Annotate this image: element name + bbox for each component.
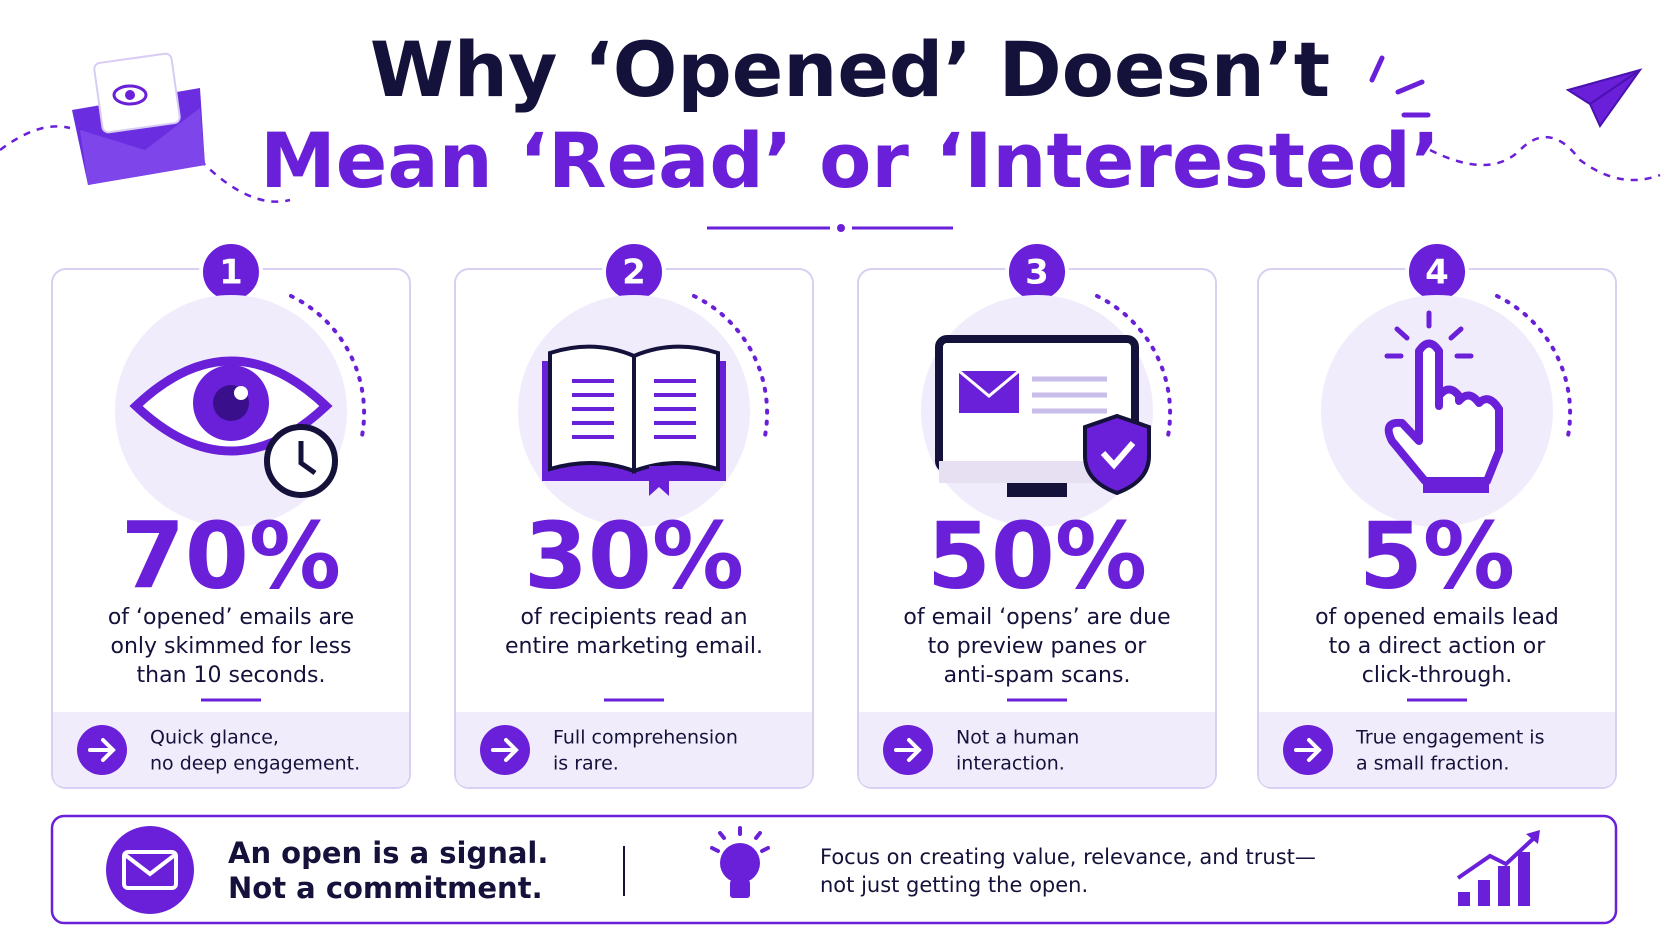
- takeaway: is rare.: [553, 753, 619, 775]
- title-line-2: Mean ‘Read’ or ‘Interested’: [260, 116, 1440, 205]
- cards: 1 70%of ‘opened’ emails are only skimmed f…: [51, 240, 1617, 789]
- card-number: 2: [622, 253, 646, 293]
- dotted-arc: [289, 294, 367, 443]
- stat-description: than 10 seconds.: [137, 663, 326, 688]
- stat-description: entire marketing email.: [505, 634, 763, 659]
- dashed-curve: [199, 159, 291, 203]
- clock-hands: [298, 441, 317, 476]
- stat-card: 3 50%of email ‘opens’ are due to preview p…: [857, 240, 1217, 789]
- arrow-icon: [894, 738, 922, 762]
- footer-box: [50, 814, 1618, 925]
- takeaway: Full comprehension: [553, 727, 738, 749]
- growth-chart-icon: [1456, 830, 1540, 906]
- takeaway: True engagement is: [1355, 727, 1545, 749]
- stat-description: click-through.: [1362, 663, 1513, 688]
- dashed-curve: [1429, 135, 1661, 182]
- lightbulb-icon: [710, 826, 770, 898]
- stat-card: 2 30%of recipients read an entire marketin…: [454, 240, 814, 789]
- footer-headline: An open is a signal.: [228, 836, 548, 870]
- tap-ray: [1448, 326, 1464, 341]
- card-footer-bg: [859, 712, 1215, 787]
- stat-value: 30%: [524, 502, 744, 609]
- sparkle-lines: [1369, 55, 1431, 118]
- stat-card: 1 70%of ‘opened’ emails are only skimmed f…: [51, 240, 411, 789]
- takeaway: interaction.: [956, 753, 1065, 775]
- bookmark: [649, 466, 669, 496]
- divider-dot: [837, 224, 845, 232]
- eye-glint: [234, 386, 248, 400]
- hand-cuff: [1423, 481, 1489, 493]
- mail-icon: [122, 852, 178, 877]
- takeaway: Quick glance,: [150, 727, 279, 749]
- stat-description: to a direct action or: [1329, 634, 1547, 659]
- dashed-curve: [0, 125, 71, 152]
- card-footer-bg: [53, 712, 409, 787]
- stat-card: 4 5%of opened emails lead to a direct acti…: [1257, 240, 1617, 789]
- envelope-icon: [72, 52, 205, 185]
- footer-tip: not just getting the open.: [820, 873, 1088, 897]
- card-number: 4: [1425, 253, 1449, 293]
- dotted-arc: [1495, 294, 1573, 443]
- stat-description: to preview panes or: [928, 634, 1148, 659]
- paper-plane-icon: [1565, 68, 1643, 128]
- mail-badge: [106, 826, 194, 914]
- stat-description: anti-spam scans.: [944, 663, 1131, 688]
- stat-description: of opened emails lead: [1315, 605, 1559, 630]
- card-footer-bg: [456, 712, 812, 787]
- title-line-1: Why ‘Opened’ Doesn’t: [370, 25, 1330, 114]
- stat-value: 5%: [1359, 502, 1515, 609]
- arrow-icon: [88, 738, 116, 762]
- card-number: 3: [1025, 253, 1049, 293]
- book-pages: [548, 344, 720, 474]
- stat-description: of email ‘opens’ are due: [903, 605, 1170, 630]
- stat-value: 50%: [927, 502, 1147, 609]
- stat-description: only skimmed for less: [110, 634, 351, 659]
- card-number: 1: [219, 253, 243, 293]
- card-footer-bg: [1259, 712, 1615, 787]
- arrow-icon: [491, 738, 519, 762]
- arrow-icon: [1294, 738, 1322, 762]
- dotted-arc: [692, 294, 770, 443]
- hand-icon: [1384, 339, 1503, 485]
- takeaway: no deep engagement.: [150, 753, 360, 775]
- takeaway: a small fraction.: [1356, 753, 1509, 775]
- tap-ray: [1394, 326, 1410, 341]
- shield: [1083, 413, 1151, 496]
- stat-value: 70%: [121, 502, 341, 609]
- stat-description: of recipients read an: [520, 605, 747, 630]
- footer-tip: Focus on creating value, relevance, and …: [820, 845, 1316, 869]
- mail-icon: [122, 850, 178, 890]
- dotted-arc: [1095, 294, 1173, 443]
- envelope-flap: [958, 369, 1020, 398]
- check: [1100, 441, 1136, 470]
- monitor-stand: [1007, 483, 1067, 497]
- takeaway: Not a human: [956, 727, 1079, 749]
- stat-description: of ‘opened’ emails are: [108, 605, 354, 630]
- footer-headline: Not a commitment.: [228, 871, 543, 905]
